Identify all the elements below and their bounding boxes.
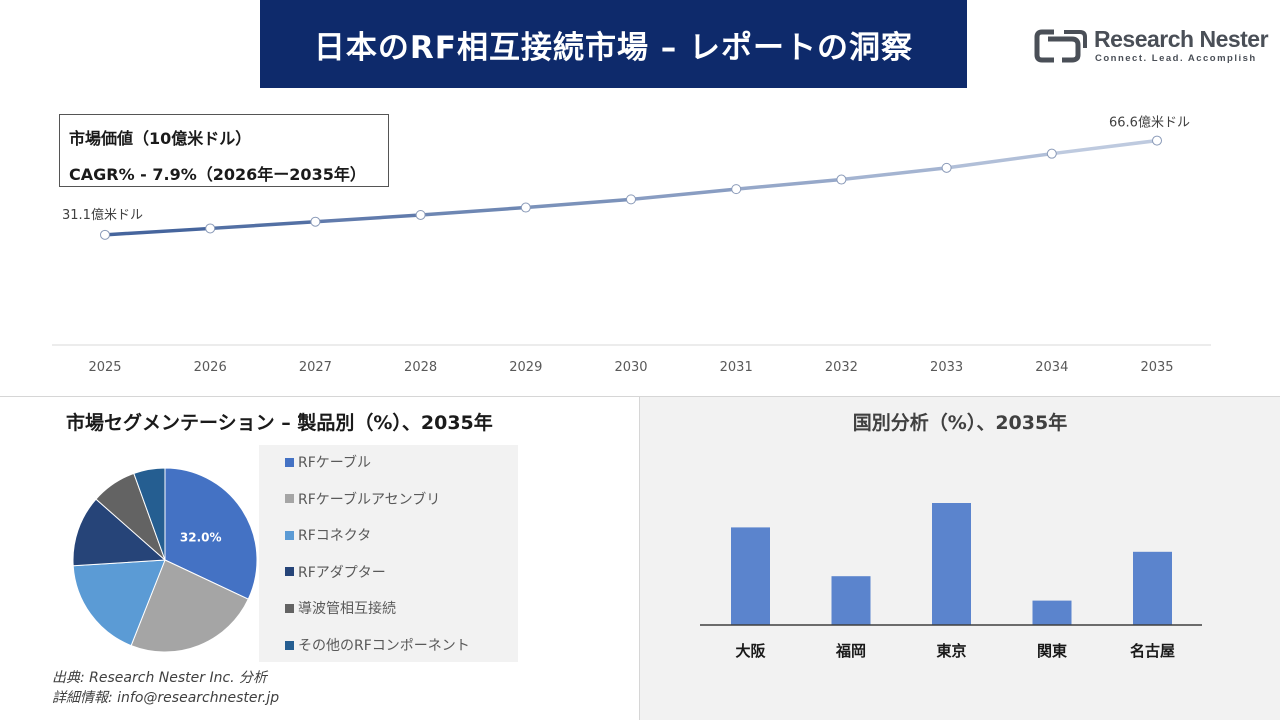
line-segment — [103, 226, 212, 237]
legend-swatch — [285, 603, 294, 613]
x-tick-label: 2031 — [720, 360, 753, 375]
market-value-line-chart: 2025 2026 2027 2028 2029 2030 2031 2032 2033 2034… — [52, 115, 1211, 375]
contact-line: 詳細情報: info@researchnester.jp — [52, 690, 280, 706]
legend-item: RFアダプター — [285, 562, 386, 582]
x-tick-label: 2027 — [299, 360, 332, 375]
segment-title: 市場セグメンテーション – 製品別（%）、2035年 — [66, 412, 493, 434]
pie-legend: RFケーブル RFケーブルアセンブリ RFコネクタ RFアダプター 導波管相互接続その他… — [259, 445, 518, 662]
line-segment — [1050, 138, 1159, 156]
legend-label: RFコネクタ — [298, 528, 372, 545]
x-tick-label: 福岡 — [835, 642, 866, 660]
legend-item: その他のRFコンポーネント — [285, 635, 470, 655]
pie-slice — [72, 559, 166, 647]
data-point — [1152, 135, 1162, 146]
x-tick-label: 2035 — [1140, 360, 1173, 375]
legend-item: RFコネクタ — [285, 525, 371, 545]
data-point — [836, 174, 847, 185]
company-logo: Research Nester Connect. Lead. Accomplis… — [1034, 26, 1269, 66]
x-tick-label: 2029 — [509, 360, 542, 375]
line-segment — [208, 219, 318, 231]
source-note: 出典: Research Nester Inc. 分析 詳細情報: info@r… — [52, 668, 279, 708]
legend-label: RFケーブル — [298, 455, 371, 471]
page-title: 日本のRF相互接続市場 – レポートの洞察 — [313, 29, 914, 66]
line-segment — [418, 205, 528, 217]
data-point — [1046, 148, 1057, 159]
legend-swatch — [285, 457, 294, 467]
legend-label: 導波管相互接続 — [298, 601, 396, 618]
panel-divider — [639, 397, 640, 720]
logo-mark-icon — [1034, 29, 1087, 63]
line-segment — [734, 177, 844, 191]
legend-label: RFケーブルアセンブリ — [298, 491, 441, 508]
source-line: 出典: Research Nester Inc. 分析 — [52, 670, 268, 686]
legend-item: RFケーブル — [285, 452, 371, 472]
legend-swatch — [285, 494, 294, 504]
data-point — [626, 194, 636, 205]
pie-slice — [164, 467, 258, 600]
line-segment — [839, 166, 949, 182]
slice-data-label: 32.0% — [180, 530, 222, 544]
logo-tagline: Connect. Lead. Accomplish — [1095, 53, 1257, 64]
cagr-label: CAGR% - 7.9%（2026年ー2035年） — [69, 165, 366, 184]
pie-slice — [133, 467, 166, 561]
legend-item: 導波管相互接続 — [285, 598, 396, 618]
bar — [731, 527, 770, 625]
line-segment — [313, 213, 423, 224]
legend-item: RFケーブルアセンブリ — [285, 489, 440, 509]
data-point — [941, 162, 952, 173]
pie-slice — [130, 559, 249, 653]
bar — [1032, 600, 1072, 625]
bar — [1133, 551, 1172, 625]
market-info-box: 市場価値（10億米ドル） CAGR% - 7.9%（2026年ー2035年） — [59, 114, 389, 187]
x-tick-label: 2025 — [88, 360, 121, 375]
x-tick-label: 2026 — [194, 360, 227, 375]
x-tick-label: 2028 — [404, 360, 437, 375]
data-point — [310, 216, 321, 227]
x-tick-label: 2032 — [825, 360, 858, 375]
x-tick-label: 2034 — [1035, 360, 1068, 375]
line-segment — [524, 197, 633, 210]
market-value-label: 市場価値（10億米ドル） — [69, 129, 252, 148]
x-tick-label: 2030 — [614, 360, 647, 375]
bar — [932, 503, 971, 625]
legend-swatch — [285, 567, 294, 577]
data-point — [100, 229, 110, 240]
bar — [831, 576, 871, 625]
data-label: 66.6億米ドル — [1109, 115, 1190, 131]
data-point — [731, 184, 742, 195]
x-tick-label: 名古屋 — [1130, 642, 1175, 660]
x-tick-label: 関東 — [1037, 642, 1067, 660]
product-pie-chart: 32.0% — [72, 467, 258, 653]
data-label: 31.1億米ドル — [62, 207, 143, 223]
legend-swatch — [285, 640, 294, 650]
data-point — [415, 209, 426, 220]
region-title: 国別分析（%）、2035年 — [852, 412, 1068, 434]
logo-name: Research Nester — [1094, 26, 1269, 52]
legend-label: RFアダプター — [298, 564, 386, 581]
region-bar-chart: 大阪 福岡 東京 関東 名古屋 — [700, 503, 1202, 660]
pie-slice — [72, 498, 167, 567]
section-divider — [0, 396, 1280, 397]
x-tick-label: 大阪 — [735, 642, 766, 660]
title-banner: 日本のRF相互接続市場 – レポートの洞察 — [260, 0, 967, 88]
legend-label: その他のRFコンポーネント — [298, 638, 470, 654]
x-tick-label: 2033 — [930, 360, 963, 375]
line-segment — [944, 151, 1054, 170]
legend-swatch — [285, 530, 294, 540]
data-point — [520, 202, 531, 213]
data-point — [205, 223, 216, 234]
line-segment — [629, 187, 738, 202]
x-tick-label: 東京 — [936, 642, 966, 660]
